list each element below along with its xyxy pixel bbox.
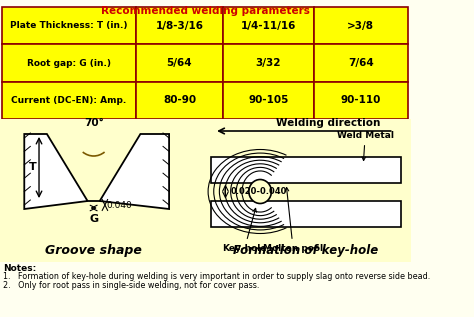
Bar bbox=[223, 7, 314, 44]
Text: Recommended welding parameters: Recommended welding parameters bbox=[101, 6, 310, 16]
Text: 0.020-0.040: 0.020-0.040 bbox=[231, 187, 287, 196]
Text: Root gap: G (in.): Root gap: G (in.) bbox=[27, 59, 111, 68]
Bar bbox=[223, 82, 314, 119]
Text: 1/8-3/16: 1/8-3/16 bbox=[155, 21, 203, 31]
Bar bbox=[2, 7, 136, 44]
Text: Molten pool: Molten pool bbox=[263, 187, 323, 253]
Text: Welding direction: Welding direction bbox=[275, 118, 380, 128]
Polygon shape bbox=[100, 134, 169, 209]
Text: T: T bbox=[28, 163, 36, 172]
Bar bbox=[223, 44, 314, 82]
Text: Key-hole: Key-hole bbox=[222, 208, 267, 253]
Bar bbox=[211, 200, 401, 227]
Text: 1/4-11/16: 1/4-11/16 bbox=[241, 21, 296, 31]
Bar bbox=[314, 44, 408, 82]
Text: Formation of key-hole: Formation of key-hole bbox=[234, 244, 379, 257]
Text: 0.040: 0.040 bbox=[107, 200, 132, 210]
Ellipse shape bbox=[249, 179, 272, 204]
Text: 2.   Only for root pass in single-side welding, not for cover pass.: 2. Only for root pass in single-side wel… bbox=[3, 281, 260, 290]
Text: 1.   Formation of key-hole during welding is very important in order to supply s: 1. Formation of key-hole during welding … bbox=[3, 272, 431, 281]
Text: Notes:: Notes: bbox=[3, 264, 36, 273]
Bar bbox=[314, 82, 408, 119]
Bar bbox=[136, 44, 223, 82]
Text: 7/64: 7/64 bbox=[348, 58, 374, 68]
Bar bbox=[314, 7, 408, 44]
Bar bbox=[136, 82, 223, 119]
Bar bbox=[136, 7, 223, 44]
Text: Current (DC-EN): Amp.: Current (DC-EN): Amp. bbox=[11, 96, 127, 105]
Text: 3/32: 3/32 bbox=[255, 58, 281, 68]
Bar bbox=[0, 119, 411, 262]
Text: G: G bbox=[89, 214, 98, 224]
Text: 5/64: 5/64 bbox=[167, 58, 192, 68]
Text: 90-110: 90-110 bbox=[340, 95, 381, 105]
Text: Plate Thickness: T (in.): Plate Thickness: T (in.) bbox=[10, 21, 128, 30]
Text: 70°: 70° bbox=[84, 118, 103, 128]
Text: 80-90: 80-90 bbox=[163, 95, 196, 105]
Text: >3/8: >3/8 bbox=[347, 21, 374, 31]
Text: 90-105: 90-105 bbox=[248, 95, 289, 105]
Bar bbox=[2, 82, 136, 119]
Text: Weld Metal: Weld Metal bbox=[337, 131, 394, 160]
Polygon shape bbox=[24, 134, 88, 209]
Bar bbox=[211, 157, 401, 183]
Text: Groove shape: Groove shape bbox=[45, 244, 142, 257]
Bar bbox=[2, 44, 136, 82]
